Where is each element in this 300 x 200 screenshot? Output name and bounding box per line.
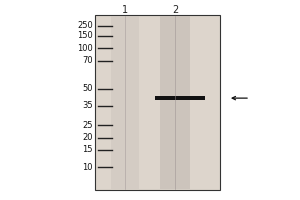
Text: 70: 70 [82, 56, 93, 65]
Text: 2: 2 [172, 5, 178, 15]
Text: 150: 150 [77, 31, 93, 40]
Text: 20: 20 [82, 133, 93, 142]
Text: 50: 50 [82, 84, 93, 93]
Text: 250: 250 [77, 21, 93, 30]
Text: 25: 25 [82, 121, 93, 130]
Text: 100: 100 [77, 44, 93, 53]
Bar [95, 15, 220, 190]
Bar [155, 96, 205, 100]
Text: 10: 10 [82, 163, 93, 172]
Text: 15: 15 [82, 145, 93, 154]
Bar [160, 16, 190, 189]
Bar [111, 16, 139, 189]
Text: 1: 1 [122, 5, 128, 15]
Text: 35: 35 [82, 102, 93, 110]
